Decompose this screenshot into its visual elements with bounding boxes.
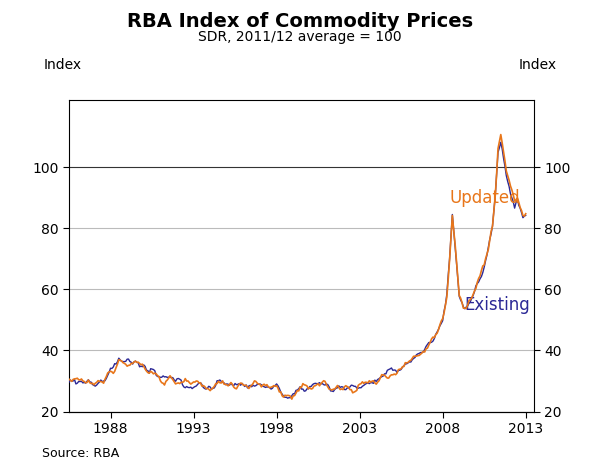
Text: Index: Index [518,58,557,72]
Text: Source: RBA: Source: RBA [42,447,119,460]
Text: RBA Index of Commodity Prices: RBA Index of Commodity Prices [127,12,473,31]
Text: Index: Index [43,58,82,72]
Text: Existing: Existing [464,296,530,314]
Text: Updated: Updated [449,189,520,207]
Text: SDR, 2011/12 average = 100: SDR, 2011/12 average = 100 [198,30,402,44]
